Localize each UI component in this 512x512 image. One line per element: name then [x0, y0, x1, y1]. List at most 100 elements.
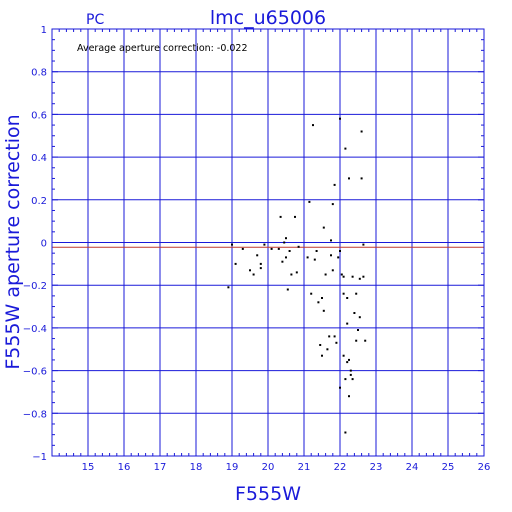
data-point [351, 275, 354, 278]
data-point [344, 431, 347, 434]
data-point [328, 335, 331, 338]
y-tick-label: −1 [32, 452, 47, 463]
data-point [252, 273, 255, 276]
data-point [308, 200, 311, 203]
data-point [310, 292, 313, 295]
data-point [355, 292, 358, 295]
data-point [333, 183, 336, 186]
data-point [326, 348, 329, 351]
data-point [317, 301, 320, 304]
x-tick-label: 19 [226, 462, 239, 473]
x-tick-label: 21 [298, 462, 311, 473]
data-point [357, 329, 359, 331]
x-tick-label: 23 [370, 462, 383, 473]
data-point [358, 277, 361, 280]
data-point [290, 273, 293, 276]
y-tick-label: −0.2 [23, 281, 47, 292]
data-point [313, 258, 316, 261]
data-point [349, 373, 352, 376]
data-point [227, 286, 230, 289]
data-point [331, 269, 334, 272]
data-point [339, 250, 341, 252]
data-point [351, 378, 354, 381]
x-tick-label: 20 [262, 462, 275, 473]
data-point [360, 130, 363, 133]
plot-frame [51, 28, 485, 457]
x-tick-label: 18 [190, 462, 203, 473]
data-point [241, 247, 244, 250]
data-point [344, 378, 347, 381]
data-point [295, 271, 298, 274]
chart-title: lmc_u65006 [210, 7, 326, 29]
x-tick-label: 17 [154, 462, 167, 473]
grid [52, 29, 484, 456]
data-point [321, 297, 323, 299]
data-point [259, 267, 262, 270]
data-point [348, 395, 350, 398]
x-tick-label: 26 [478, 462, 491, 473]
data-point [349, 369, 352, 372]
panel-label: PC [86, 12, 104, 28]
data-point [342, 354, 345, 357]
y-tick-label: 0.6 [31, 110, 47, 121]
data-point [353, 312, 356, 314]
data-point [322, 309, 325, 312]
data-point [306, 256, 309, 259]
data-points [227, 117, 367, 434]
y-axis-label: F555W aperture correction [2, 114, 24, 369]
data-point [249, 269, 251, 272]
x-tick-labels: 15 16 17 18 19 20 21 22 23 24 25 26 [82, 462, 491, 473]
data-point [285, 256, 287, 259]
x-tick-label: 25 [442, 462, 455, 473]
data-point [339, 117, 341, 120]
data-point [346, 322, 349, 325]
data-point [362, 243, 365, 246]
data-point [319, 344, 322, 346]
x-tick-label: 22 [334, 462, 347, 473]
data-point [315, 250, 318, 252]
data-point [342, 292, 345, 295]
y-tick-label: 0 [41, 239, 47, 250]
data-point [321, 354, 323, 357]
y-tick-label: 0.4 [31, 153, 47, 164]
data-point [348, 177, 350, 180]
data-point [340, 273, 343, 276]
data-point [277, 247, 280, 250]
data-point [348, 358, 350, 361]
data-point [346, 297, 349, 299]
data-point [330, 239, 332, 242]
data-point [331, 203, 334, 206]
data-point [342, 275, 345, 278]
data-point [355, 339, 358, 342]
data-point [360, 177, 363, 180]
data-point [333, 335, 336, 338]
data-point [362, 275, 365, 278]
y-tick-label: 0.8 [31, 68, 47, 79]
data-point [281, 260, 284, 263]
data-point [231, 243, 233, 246]
data-point [288, 250, 291, 252]
y-tick-labels: −1 −0.8 −0.6 −0.4 −0.2 0 0.2 0.4 0.6 0.8 1 [23, 25, 47, 463]
x-tick-label: 16 [118, 462, 131, 473]
x-tick-label: 24 [406, 462, 419, 473]
y-tick-label: −0.4 [23, 324, 47, 335]
data-point [330, 254, 332, 257]
y-tick-label: −0.6 [23, 367, 47, 378]
data-point [234, 262, 237, 265]
y-tick-label: −0.8 [23, 409, 47, 420]
data-point [270, 247, 273, 250]
data-point [286, 288, 289, 291]
data-point [339, 386, 341, 389]
reference-lines [52, 242, 484, 248]
x-tick-label: 15 [82, 462, 95, 473]
average-annotation: Average aperture correction: -0.022 [77, 43, 248, 54]
x-axis-label: F555W [235, 483, 301, 505]
data-point [335, 341, 338, 344]
data-point [337, 256, 340, 259]
data-point [256, 254, 259, 257]
data-point [358, 316, 361, 319]
data-point [322, 226, 325, 229]
data-point [312, 124, 314, 127]
